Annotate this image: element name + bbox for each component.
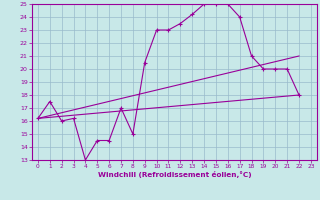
X-axis label: Windchill (Refroidissement éolien,°C): Windchill (Refroidissement éolien,°C) [98, 171, 251, 178]
